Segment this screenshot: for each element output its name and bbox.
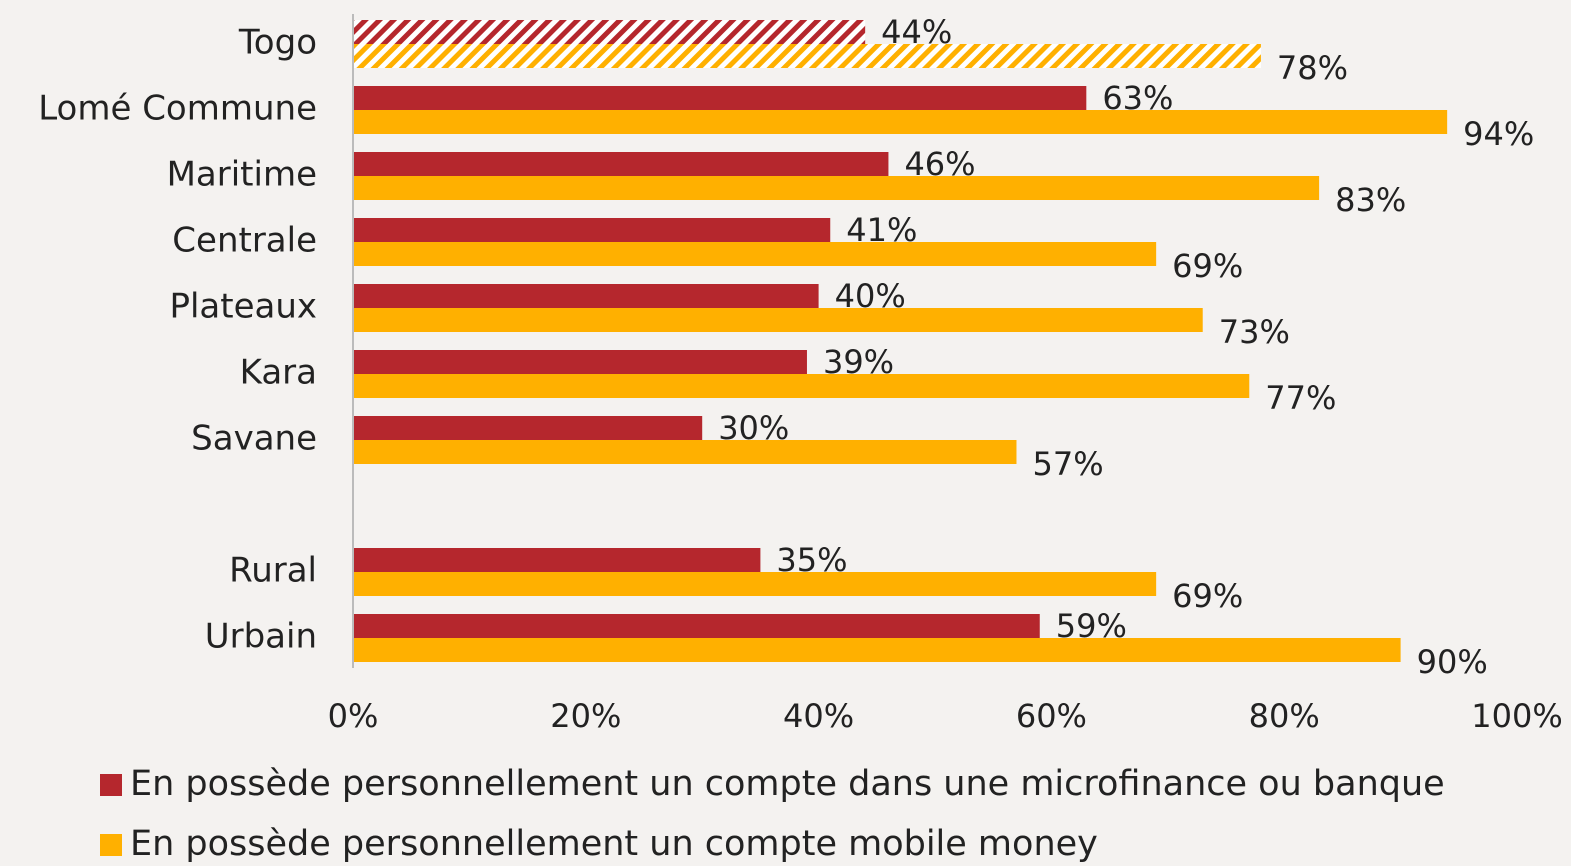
category-label: Centrale xyxy=(172,221,317,261)
category-label: Plateaux xyxy=(169,287,317,327)
x-tick-label: 0% xyxy=(328,697,379,735)
bar xyxy=(353,86,1087,110)
data-label: 73% xyxy=(1219,313,1290,351)
legend-label: En possède personnellement un compte mob… xyxy=(130,824,1098,864)
legend-label: En possède personnellement un compte dan… xyxy=(130,764,1445,804)
bar xyxy=(353,242,1157,266)
data-label: 69% xyxy=(1172,577,1243,615)
category-label: Urbain xyxy=(205,617,317,657)
bar xyxy=(353,284,819,308)
bar xyxy=(353,548,761,572)
bar xyxy=(353,176,1320,200)
category-label: Lomé Commune xyxy=(38,89,317,129)
bar xyxy=(353,572,1157,596)
data-label: 94% xyxy=(1463,115,1534,153)
category-label: Kara xyxy=(240,353,317,393)
category-label: Maritime xyxy=(167,155,317,195)
bar xyxy=(353,350,807,374)
x-tick-label: 80% xyxy=(1249,697,1320,735)
bar xyxy=(353,374,1250,398)
category-label: Rural xyxy=(229,551,317,591)
data-label: 78% xyxy=(1277,49,1348,87)
bar xyxy=(353,614,1040,638)
bar xyxy=(353,20,866,44)
bar xyxy=(353,416,703,440)
bar xyxy=(353,308,1203,332)
x-tick-label: 100% xyxy=(1471,697,1562,735)
data-label: 57% xyxy=(1032,445,1103,483)
category-label: Savane xyxy=(191,419,317,459)
bar xyxy=(353,152,889,176)
data-label: 77% xyxy=(1265,379,1336,417)
data-label: 90% xyxy=(1417,643,1488,681)
legend-swatch xyxy=(100,834,122,856)
bar xyxy=(353,218,831,242)
bar xyxy=(353,440,1017,464)
x-tick-label: 40% xyxy=(783,697,854,735)
data-label: 83% xyxy=(1335,181,1406,219)
category-label: Togo xyxy=(238,23,317,63)
data-label: 69% xyxy=(1172,247,1243,285)
x-tick-label: 60% xyxy=(1016,697,1087,735)
bar xyxy=(353,638,1401,662)
legend-swatch xyxy=(100,774,122,796)
x-tick-label: 20% xyxy=(550,697,621,735)
bar xyxy=(353,110,1448,134)
bar xyxy=(353,44,1261,68)
